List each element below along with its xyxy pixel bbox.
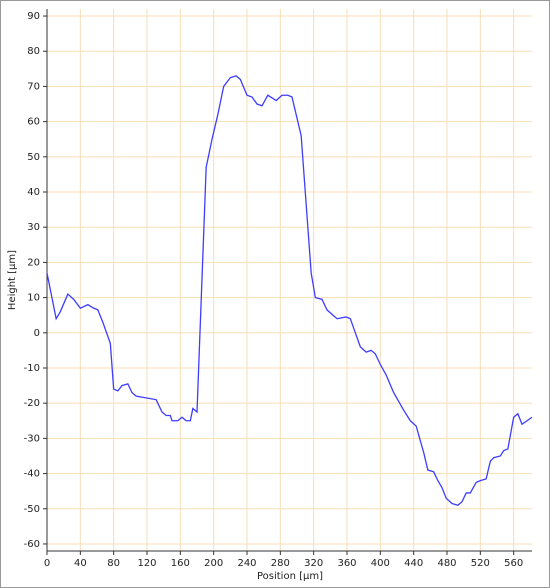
y-tick-label: 20 <box>27 257 40 268</box>
y-tick-label: -50 <box>24 504 40 515</box>
x-tick-label: 520 <box>471 558 490 569</box>
y-tick-label: 80 <box>27 46 40 57</box>
x-axis-label: Position [µm] <box>257 571 323 582</box>
x-tick-label: 320 <box>304 558 323 569</box>
y-tick-label: 30 <box>27 222 40 233</box>
y-tick-label: -10 <box>24 363 40 374</box>
x-tick-label: 200 <box>204 558 223 569</box>
y-tick-label: 70 <box>27 81 40 92</box>
y-tick-label: -60 <box>24 539 40 550</box>
x-tick-label: 440 <box>404 558 423 569</box>
y-axis-label: Height [µm] <box>7 250 18 310</box>
y-tick-label: 90 <box>27 11 40 22</box>
y-tick-label: 0 <box>34 328 40 339</box>
y-tick-label: -30 <box>24 433 40 444</box>
y-tick-label: -20 <box>24 398 40 409</box>
y-tick-label: 60 <box>27 117 40 128</box>
y-tick-label: 40 <box>27 187 40 198</box>
x-tick-label: 560 <box>504 558 523 569</box>
x-tick-label: 40 <box>74 558 87 569</box>
x-tick-label: 480 <box>437 558 456 569</box>
x-tick-label: 0 <box>44 558 50 569</box>
x-tick-label: 120 <box>137 558 156 569</box>
x-tick-label: 80 <box>107 558 120 569</box>
x-tick-label: 240 <box>237 558 256 569</box>
x-tick-label: 160 <box>171 558 190 569</box>
x-tick-label: 400 <box>371 558 390 569</box>
y-tick-label: 10 <box>27 293 40 304</box>
y-tick-label: 50 <box>27 152 40 163</box>
x-tick-label: 360 <box>337 558 356 569</box>
y-tick-label: -40 <box>24 469 40 480</box>
data-line <box>46 75 533 506</box>
x-tick-label: 280 <box>271 558 290 569</box>
